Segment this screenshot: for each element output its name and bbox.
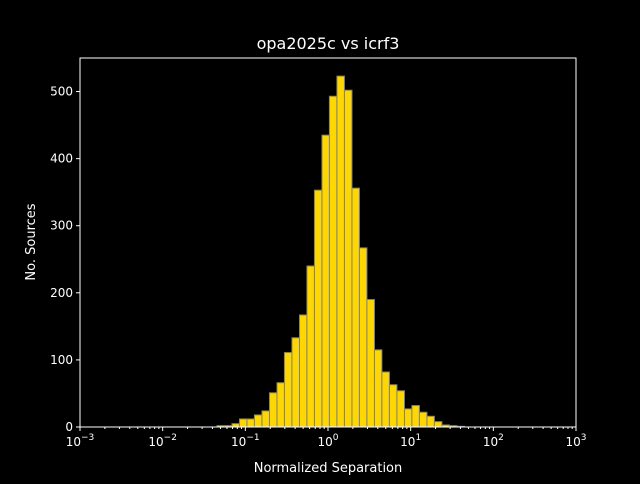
histogram-bar xyxy=(381,371,390,428)
histogram-bar xyxy=(291,337,300,428)
y-tick-label: 200 xyxy=(50,286,73,300)
histogram-bar xyxy=(276,382,285,428)
histogram-bar xyxy=(246,418,255,428)
bars xyxy=(216,75,465,428)
y-tick-label: 500 xyxy=(50,85,73,99)
x-tick-label: 103 xyxy=(565,433,586,449)
histogram-bar xyxy=(261,410,270,428)
histogram-bar xyxy=(231,423,240,428)
x-axis: 10−3 10−2 10−1 100 101 102 103 xyxy=(66,427,587,449)
histogram-bar xyxy=(328,95,338,428)
y-axis: 0 100 200 300 400 500 xyxy=(50,85,80,434)
histogram-bar xyxy=(403,408,413,428)
x-tick-label: 10−3 xyxy=(66,433,95,449)
histogram-bar xyxy=(298,314,308,428)
y-tick-label: 400 xyxy=(50,152,73,166)
histogram-bar xyxy=(351,187,360,428)
y-tick-label: 100 xyxy=(50,353,73,367)
histogram-bar xyxy=(268,392,278,428)
histogram-bar xyxy=(283,352,293,428)
histogram-bar xyxy=(343,89,353,428)
x-tick-label: 10−1 xyxy=(231,433,260,449)
histogram-bar xyxy=(358,247,368,428)
x-tick-label: 10−2 xyxy=(148,433,177,449)
y-tick-label: 300 xyxy=(50,219,73,233)
histogram-bar xyxy=(396,390,405,428)
histogram-bar xyxy=(411,405,420,428)
histogram-bar xyxy=(313,189,323,428)
histogram-bar xyxy=(373,349,383,428)
histogram-bar xyxy=(321,134,330,428)
x-tick-label: 100 xyxy=(317,433,338,449)
chart-title: opa2025c vs icrf3 xyxy=(257,34,400,53)
histogram-bar xyxy=(336,75,345,428)
histogram-bar xyxy=(306,265,315,428)
histogram-bar xyxy=(426,415,435,428)
x-tick-label: 102 xyxy=(483,433,504,449)
y-axis-label: No. Sources xyxy=(24,203,39,280)
histogram-bar xyxy=(388,384,398,428)
x-axis-label: Normalized Separation xyxy=(254,461,403,476)
histogram-bar xyxy=(418,411,428,428)
x-tick-label: 101 xyxy=(400,433,421,449)
histogram-bar xyxy=(253,414,263,428)
histogram-bar xyxy=(366,299,375,428)
histogram-bar xyxy=(238,418,248,428)
histogram-bar xyxy=(433,421,443,428)
y-tick-label: 0 xyxy=(65,420,73,434)
